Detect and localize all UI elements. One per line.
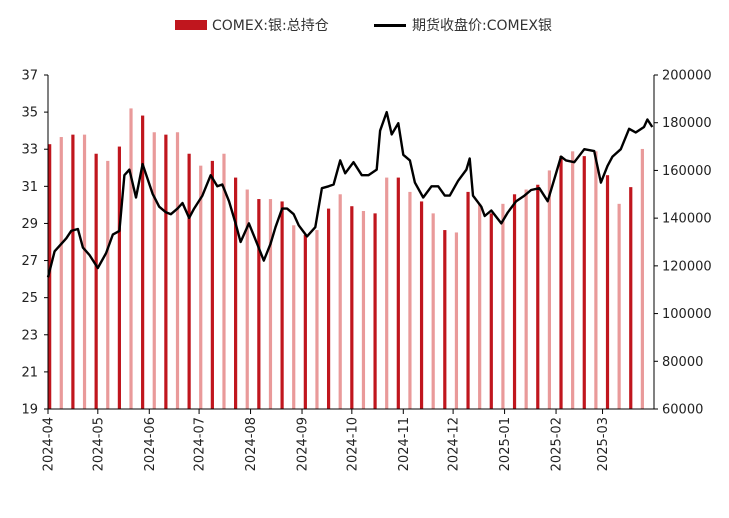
bar-mark [454,232,459,409]
bar-mark [234,177,238,409]
bar-mark [82,134,87,409]
bar-mark [315,230,319,409]
bar-mark [292,225,296,409]
bar-mark [443,230,447,409]
legend-label-line: 期货收盘价:COMEX银 [412,18,553,34]
bar-mark [71,134,75,409]
bar-mark [571,151,575,410]
y-right-tick-label: 160000 [662,164,712,179]
bar-mark [117,146,121,410]
chart-legend: COMEX:银:总持仓 期货收盘价:COMEX银 [0,14,729,36]
bar-mark [106,160,110,409]
legend-swatch-bar [175,20,207,30]
bar-mark [617,203,621,409]
y-right-tick-label: 100000 [662,307,712,322]
bar-mark [141,115,145,410]
bar-mark [396,177,400,409]
bar-mark [210,160,214,409]
y-left-tick-label: 23 [21,328,38,343]
bar-mark [501,203,505,409]
bar-mark [408,191,412,409]
bar-mark [338,194,342,409]
y-right-tick-label: 180000 [662,116,712,131]
price-line [46,110,654,278]
y-left-tick-label: 37 [21,69,38,84]
bar-mark [385,177,389,409]
bar-mark [559,156,563,409]
bar-mark [431,213,435,409]
y-right-tick-label: 60000 [662,403,703,418]
bar-mark [326,208,331,409]
bar-mark [512,194,517,409]
bar-mark [478,203,482,409]
y-left-tick-label: 27 [21,254,38,269]
bar-mark [594,151,598,410]
bar-mark [94,153,98,409]
bar-mark [373,213,377,409]
bar-mark [129,108,133,410]
x-tick-label: 2025-03 [596,417,611,471]
x-tick-label: 2024-07 [193,417,208,471]
bar-mark [361,210,366,409]
bar-mark [536,184,540,409]
bar-mark [466,191,470,409]
y-right-tick-label: 200000 [662,69,712,84]
x-tick-label: 2024-04 [42,417,57,471]
y-left-tick-label: 31 [21,180,38,195]
bar-mark [199,165,203,409]
x-tick-label: 2024-09 [296,417,311,471]
bar-mark [419,201,424,409]
bar-mark [59,137,63,409]
bar-mark [489,213,493,409]
bar-mark [350,206,354,409]
line-series [46,110,654,278]
bar-mark [268,199,273,409]
legend-swatch-line [374,24,406,27]
bar-mark [605,175,610,409]
legend-label-bar: COMEX:银:总持仓 [212,18,329,34]
y-left-tick-label: 25 [21,291,38,306]
bar-series [48,108,644,410]
bar-mark [629,187,633,409]
y-left-tick-label: 29 [21,217,38,232]
bar-mark [280,201,284,409]
bar-mark [524,189,528,409]
bar-mark [164,134,168,409]
bar-mark [222,153,226,409]
x-tick-label: 2024-12 [447,417,462,471]
bar-mark [257,199,261,409]
bar-mark [640,148,644,409]
y-left-tick-label: 35 [21,106,38,121]
x-tick-label: 2024-11 [397,417,412,471]
bar-mark [245,189,249,409]
bar-mark [187,153,191,409]
bar-mark [175,132,180,409]
bar-mark [152,132,156,409]
x-tick-label: 2025-02 [550,417,565,471]
bar-mark [547,170,552,409]
x-tick-label: 2024-10 [345,417,360,471]
x-tick-label: 2025-01 [498,417,513,471]
bar-mark [303,234,307,409]
axes: 19 21 23 25 27 29 31 33 35 37 60000 80000 100000 1200… [21,69,711,472]
y-left-tick-label: 33 [21,143,38,158]
y-right-tick-label: 80000 [662,355,703,370]
x-tick-label: 2024-08 [244,417,259,471]
y-left-tick-label: 21 [21,365,38,380]
bar-mark [582,156,586,409]
bar-mark [48,144,52,409]
x-tick-label: 2024-06 [143,417,158,471]
y-right-tick-label: 140000 [662,212,712,227]
x-tick-label: 2024-05 [91,417,106,471]
y-left-tick-label: 19 [21,403,38,418]
y-right-tick-label: 120000 [662,259,712,274]
